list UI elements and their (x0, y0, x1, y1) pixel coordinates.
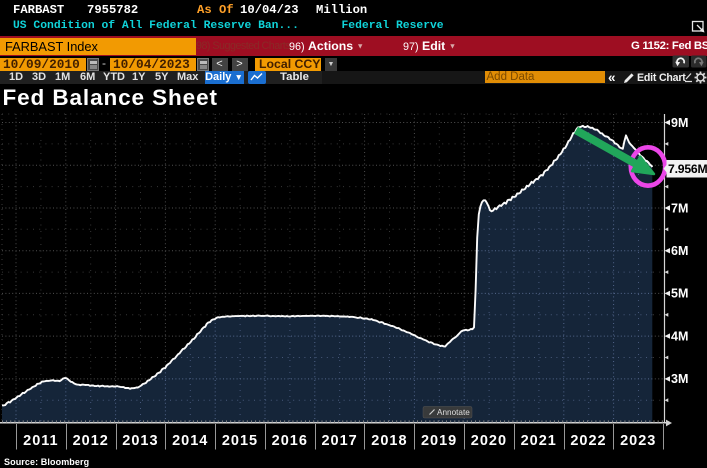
svg-text:2013: 2013 (122, 433, 158, 449)
svg-text:Source: Bloomberg: Source: Bloomberg (4, 457, 89, 467)
svg-text:Annotate: Annotate (437, 408, 470, 417)
svg-text:2020: 2020 (471, 433, 507, 449)
svg-text:6M: 6M (671, 244, 688, 258)
svg-text:2019: 2019 (421, 433, 457, 449)
svg-text:2011: 2011 (23, 433, 58, 449)
svg-text:2012: 2012 (73, 433, 109, 449)
svg-text:2015: 2015 (222, 433, 258, 449)
svg-text:7.956M: 7.956M (668, 162, 707, 176)
svg-text:2016: 2016 (272, 433, 308, 449)
svg-text:3M: 3M (671, 372, 688, 386)
svg-text:2023: 2023 (620, 433, 656, 449)
svg-text:2017: 2017 (321, 433, 357, 449)
svg-text:5M: 5M (671, 287, 688, 301)
svg-text:2018: 2018 (371, 433, 407, 449)
svg-text:4M: 4M (671, 329, 688, 343)
svg-text:9M: 9M (671, 116, 688, 130)
svg-text:7M: 7M (671, 201, 688, 215)
svg-text:2014: 2014 (172, 433, 208, 449)
svg-text:2021: 2021 (521, 433, 557, 449)
svg-text:2022: 2022 (570, 433, 606, 449)
